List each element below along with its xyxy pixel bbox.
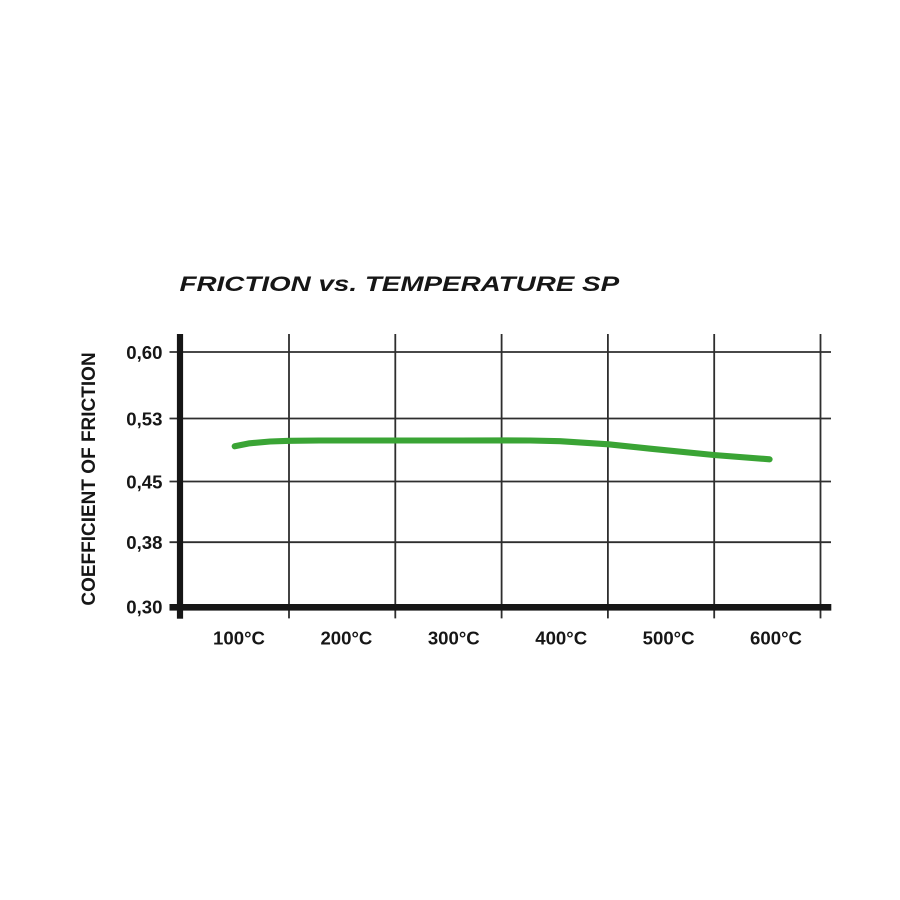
x-tick-label-400: 400°C (535, 627, 587, 648)
x-tick-label-600: 600°C (750, 627, 802, 648)
x-axis-line (169, 604, 832, 611)
x-tick-label-100: 100°C (213, 627, 265, 648)
y-tick-label-0_53: 0,53 (126, 408, 162, 429)
y-axis-title: COEFFICIENT OF FRICTION (79, 352, 100, 605)
y-tick-label-0_30: 0,30 (126, 596, 162, 617)
chart-title: FRICTION vs. TEMPERATURE SP (180, 273, 620, 296)
x-tick-label-300: 300°C (428, 627, 480, 648)
x-tick-label-500: 500°C (643, 627, 695, 648)
y-tick-labels: 0,60 0,53 0,45 0,38 0,30 (126, 342, 162, 618)
series-line-sp (231, 437, 773, 463)
y-tick-label-0_38: 0,38 (126, 532, 162, 553)
y-tick-label-0_45: 0,45 (126, 471, 162, 492)
axis-layer (169, 334, 832, 619)
grid-layer (169, 334, 831, 619)
x-tick-labels: 100°C 200°C 300°C 400°C 500°C 600°C (213, 627, 802, 648)
series-layer (231, 437, 773, 463)
y-tick-label-0_60: 0,60 (126, 342, 162, 363)
y-axis-line (176, 334, 184, 619)
x-tick-label-200: 200°C (320, 627, 372, 648)
